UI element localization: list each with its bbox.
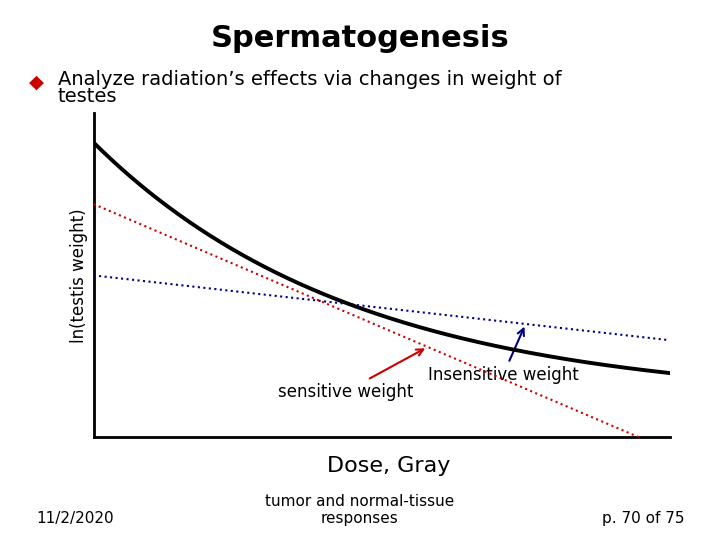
Text: p. 70 of 75: p. 70 of 75	[601, 511, 684, 526]
Text: testes: testes	[58, 87, 117, 106]
Text: tumor and normal-tissue
responses: tumor and normal-tissue responses	[266, 494, 454, 526]
Text: Analyze radiation’s effects via changes in weight of: Analyze radiation’s effects via changes …	[58, 70, 561, 89]
Text: Dose, Gray: Dose, Gray	[327, 456, 451, 476]
Text: ◆: ◆	[29, 73, 44, 92]
Text: 11/2/2020: 11/2/2020	[36, 511, 114, 526]
Text: sensitive weight: sensitive weight	[278, 349, 423, 401]
Text: Insensitive weight: Insensitive weight	[428, 329, 578, 384]
Text: Spermatogenesis: Spermatogenesis	[211, 24, 509, 53]
Y-axis label: ln(testis weight): ln(testis weight)	[70, 208, 88, 343]
